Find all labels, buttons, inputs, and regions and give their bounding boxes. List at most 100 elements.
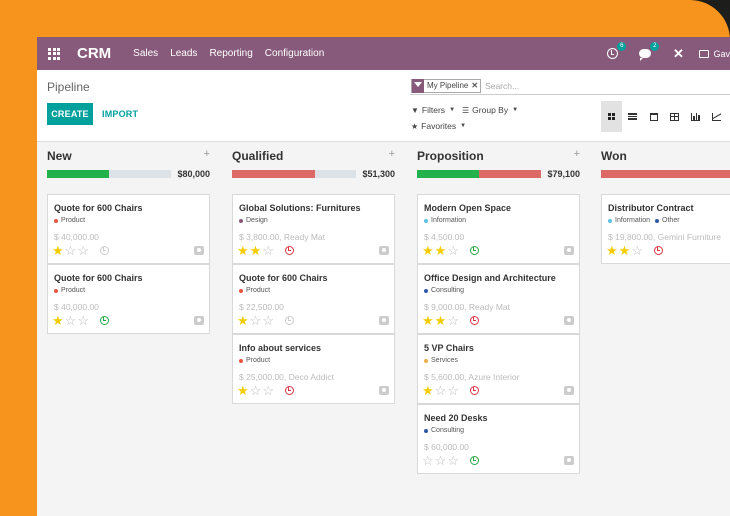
priority-star-icon[interactable]: ☆ bbox=[434, 453, 447, 468]
view-cohort-button[interactable] bbox=[706, 101, 727, 132]
create-button[interactable]: CREATE bbox=[47, 103, 93, 125]
column-title[interactable]: New bbox=[47, 149, 72, 163]
priority-star-icon[interactable]: ☆ bbox=[447, 313, 459, 328]
progress-segment[interactable] bbox=[232, 170, 316, 178]
card-priority[interactable]: ☆ ☆ ☆ bbox=[422, 454, 460, 467]
card-priority[interactable]: ★ ★ ☆ bbox=[422, 314, 460, 327]
priority-star-icon[interactable]: ☆ bbox=[262, 243, 274, 258]
search-bar[interactable]: My Pipeline ✕ Search... bbox=[410, 77, 730, 95]
priority-star-icon[interactable]: ★ bbox=[434, 243, 447, 258]
column-progress-bar[interactable] bbox=[47, 170, 171, 178]
menu-configuration[interactable]: Configuration bbox=[264, 48, 325, 59]
priority-star-icon[interactable]: ☆ bbox=[249, 313, 262, 328]
priority-star-icon[interactable]: ★ bbox=[422, 383, 434, 398]
tools-button[interactable]: ✕ bbox=[671, 46, 685, 61]
card-priority[interactable]: ★ ☆ ☆ bbox=[52, 244, 90, 257]
kanban-card[interactable]: Quote for 600 Chairs Product $ 40,000.00 ★ ☆… bbox=[47, 194, 210, 264]
user-menu[interactable]: Gav bbox=[699, 49, 730, 59]
avatar[interactable] bbox=[564, 246, 574, 255]
priority-star-icon[interactable]: ★ bbox=[237, 383, 249, 398]
view-kanban-button[interactable] bbox=[601, 101, 622, 132]
priority-star-icon[interactable]: ☆ bbox=[77, 243, 89, 258]
priority-star-icon[interactable]: ★ bbox=[237, 243, 249, 258]
card-priority[interactable]: ★ ★ ☆ bbox=[422, 244, 460, 257]
progress-segment[interactable] bbox=[601, 170, 730, 178]
card-priority[interactable]: ★ ★ ☆ bbox=[237, 244, 275, 257]
menu-leads[interactable]: Leads bbox=[170, 48, 198, 59]
activity-clock-icon[interactable] bbox=[470, 246, 479, 255]
avatar[interactable] bbox=[564, 456, 574, 465]
activity-clock-icon[interactable] bbox=[654, 246, 663, 255]
progress-segment[interactable] bbox=[479, 170, 541, 178]
view-calendar-button[interactable] bbox=[643, 101, 664, 132]
priority-star-icon[interactable]: ★ bbox=[52, 313, 64, 328]
progress-segment[interactable] bbox=[47, 170, 109, 178]
kanban-card[interactable]: Modern Open Space Information $ 4,500.00 ★ ★… bbox=[417, 194, 580, 264]
card-priority[interactable]: ★ ☆ ☆ bbox=[52, 314, 90, 327]
menu-reporting[interactable]: Reporting bbox=[209, 48, 253, 59]
priority-star-icon[interactable]: ★ bbox=[434, 313, 447, 328]
avatar[interactable] bbox=[564, 316, 574, 325]
add-card-icon[interactable]: + bbox=[573, 148, 580, 160]
priority-star-icon[interactable]: ★ bbox=[249, 243, 262, 258]
card-priority[interactable]: ★ ☆ ☆ bbox=[237, 384, 275, 397]
view-pivot-button[interactable] bbox=[664, 101, 685, 132]
activity-clock-icon[interactable] bbox=[470, 456, 479, 465]
priority-star-icon[interactable]: ★ bbox=[422, 313, 434, 328]
favorites-dropdown[interactable]: ★ Favorites ▼ bbox=[411, 121, 466, 131]
priority-star-icon[interactable]: ★ bbox=[237, 313, 249, 328]
activity-clock-icon[interactable] bbox=[470, 316, 479, 325]
view-graph-button[interactable] bbox=[685, 101, 706, 132]
avatar[interactable] bbox=[379, 386, 389, 395]
avatar[interactable] bbox=[194, 246, 204, 255]
card-priority[interactable]: ★ ☆ ☆ bbox=[422, 384, 460, 397]
kanban-card[interactable]: Global Solutions: Furnitures Design $ 3,80… bbox=[232, 194, 395, 264]
priority-star-icon[interactable]: ★ bbox=[606, 243, 618, 258]
avatar[interactable] bbox=[379, 316, 389, 325]
priority-star-icon[interactable]: ☆ bbox=[249, 383, 262, 398]
kanban-card[interactable]: 5 VP Chairs Services $ 5,600.00, Azure Int… bbox=[417, 334, 580, 404]
facet-remove-icon[interactable]: ✕ bbox=[471, 81, 479, 90]
column-progress-bar[interactable] bbox=[417, 170, 541, 178]
progress-segment[interactable] bbox=[417, 170, 479, 178]
groupby-dropdown[interactable]: ☰ Group By ▼ bbox=[462, 105, 518, 115]
priority-star-icon[interactable]: ☆ bbox=[262, 313, 274, 328]
priority-star-icon[interactable]: ☆ bbox=[262, 383, 274, 398]
priority-star-icon[interactable]: ☆ bbox=[422, 453, 434, 468]
kanban-card[interactable]: Quote for 600 Chairs Product $ 40,000.00 ★ ☆… bbox=[47, 264, 210, 334]
search-input[interactable]: Search... bbox=[485, 80, 520, 91]
card-priority[interactable]: ★ ☆ ☆ bbox=[237, 314, 275, 327]
avatar[interactable] bbox=[564, 386, 574, 395]
view-list-button[interactable] bbox=[622, 101, 643, 132]
kanban-card[interactable]: Distributor Contract Information Other $ 19… bbox=[601, 194, 730, 264]
priority-star-icon[interactable]: ★ bbox=[52, 243, 64, 258]
add-card-icon[interactable]: + bbox=[388, 148, 395, 160]
column-title[interactable]: Qualified bbox=[232, 149, 284, 163]
kanban-card[interactable]: Office Design and Architecture Consulting… bbox=[417, 264, 580, 334]
kanban-card[interactable]: Quote for 600 Chairs Product $ 22,500.00 ★ ☆… bbox=[232, 264, 395, 334]
activity-clock-icon[interactable] bbox=[285, 316, 294, 325]
priority-star-icon[interactable]: ☆ bbox=[447, 243, 459, 258]
priority-star-icon[interactable]: ★ bbox=[618, 243, 631, 258]
column-progress-bar[interactable] bbox=[232, 170, 356, 178]
activity-clock-icon[interactable] bbox=[470, 386, 479, 395]
kanban-card[interactable]: Info about services Product $ 25,000.00, D… bbox=[232, 334, 395, 404]
priority-star-icon[interactable]: ★ bbox=[422, 243, 434, 258]
search-facet[interactable]: My Pipeline ✕ bbox=[411, 78, 482, 93]
priority-star-icon[interactable]: ☆ bbox=[64, 243, 77, 258]
activity-button[interactable]: 6 bbox=[605, 41, 627, 61]
menu-sales[interactable]: Sales bbox=[133, 48, 159, 59]
column-progress-bar[interactable] bbox=[601, 170, 730, 178]
priority-star-icon[interactable]: ☆ bbox=[447, 383, 459, 398]
column-title[interactable]: Proposition bbox=[417, 149, 484, 163]
priority-star-icon[interactable]: ☆ bbox=[77, 313, 89, 328]
avatar[interactable] bbox=[194, 316, 204, 325]
filters-dropdown[interactable]: ▼ Filters ▼ bbox=[411, 105, 455, 115]
priority-star-icon[interactable]: ☆ bbox=[447, 453, 459, 468]
add-card-icon[interactable]: + bbox=[203, 148, 210, 160]
messages-button[interactable]: 2 bbox=[638, 41, 660, 61]
import-button[interactable]: IMPORT bbox=[102, 109, 139, 119]
column-title[interactable]: Won bbox=[601, 149, 627, 163]
priority-star-icon[interactable]: ☆ bbox=[434, 383, 447, 398]
apps-grid-icon[interactable] bbox=[48, 47, 60, 60]
